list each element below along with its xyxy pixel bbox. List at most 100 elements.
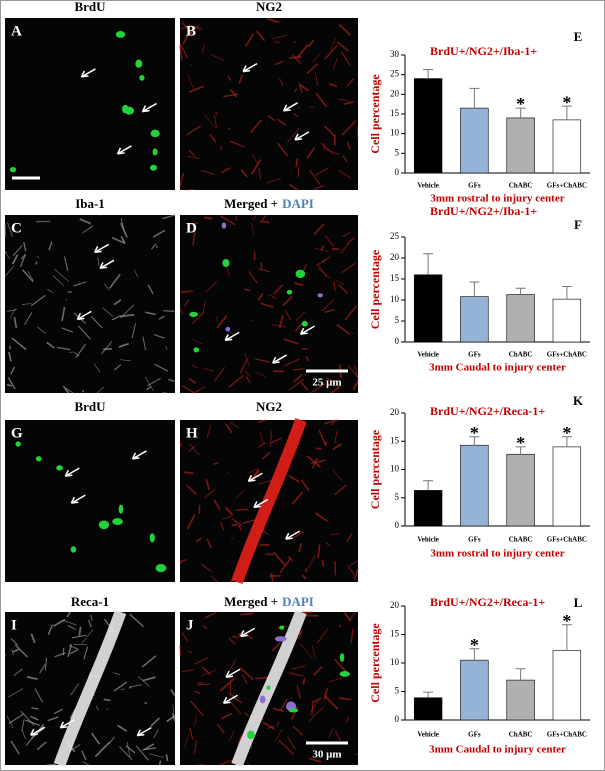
fiber bbox=[25, 719, 40, 726]
fiber bbox=[108, 736, 115, 744]
fiber bbox=[335, 280, 345, 286]
y-tick-label: 30 bbox=[390, 49, 400, 59]
title-part: NG2 bbox=[256, 0, 282, 14]
fiber bbox=[306, 147, 316, 159]
significance: * bbox=[562, 611, 571, 631]
fiber bbox=[250, 159, 262, 175]
fiber bbox=[282, 295, 293, 307]
arrow bbox=[239, 627, 256, 638]
bar bbox=[506, 679, 535, 721]
fiber bbox=[311, 701, 314, 716]
fiber bbox=[293, 531, 304, 539]
fiber bbox=[346, 78, 354, 87]
arrow bbox=[222, 694, 238, 704]
fiber bbox=[135, 745, 150, 761]
bar bbox=[506, 117, 535, 174]
fiber bbox=[21, 269, 34, 283]
fiber bbox=[330, 532, 340, 536]
fiber bbox=[165, 754, 169, 762]
fiber bbox=[305, 355, 310, 362]
y-axis-label: Cell percentage bbox=[368, 74, 382, 154]
y-tick-label: 0 bbox=[395, 520, 400, 530]
fiber bbox=[227, 471, 230, 474]
fiber bbox=[252, 154, 258, 164]
significance: * bbox=[470, 423, 479, 443]
cell bbox=[222, 258, 230, 268]
y-tick-label: 5 bbox=[395, 492, 400, 502]
fiber bbox=[47, 624, 54, 636]
arrow bbox=[64, 467, 80, 477]
fiber bbox=[349, 611, 357, 621]
fiber bbox=[240, 169, 248, 178]
cell bbox=[339, 670, 351, 677]
fiber bbox=[278, 739, 295, 755]
fiber bbox=[192, 232, 196, 246]
fiber bbox=[350, 628, 354, 644]
fiber bbox=[356, 126, 359, 140]
cell bbox=[70, 546, 77, 553]
fiber bbox=[311, 645, 317, 659]
fiber bbox=[78, 626, 82, 636]
fiber bbox=[325, 376, 337, 385]
fiber bbox=[296, 44, 309, 59]
fiber bbox=[187, 221, 191, 225]
fiber bbox=[338, 169, 352, 179]
fiber bbox=[280, 698, 288, 711]
fiber bbox=[306, 63, 319, 75]
y-tick-label: 20 bbox=[390, 600, 400, 610]
fiber bbox=[259, 431, 264, 444]
fiber bbox=[342, 232, 351, 238]
fiber bbox=[274, 729, 283, 743]
fiber bbox=[231, 517, 243, 527]
fiber bbox=[329, 677, 344, 682]
chart-letter: F bbox=[574, 217, 582, 232]
cell bbox=[35, 456, 42, 462]
fiber bbox=[141, 655, 157, 668]
fiber bbox=[330, 37, 337, 51]
fiber bbox=[193, 386, 206, 394]
fiber bbox=[317, 264, 328, 278]
fiber bbox=[201, 44, 206, 55]
fiber bbox=[172, 704, 175, 718]
bar bbox=[552, 650, 582, 721]
fiber bbox=[183, 299, 190, 307]
arrow bbox=[299, 325, 315, 335]
fiber bbox=[258, 167, 262, 180]
cell bbox=[193, 347, 200, 353]
fiber bbox=[320, 245, 325, 251]
fiber bbox=[201, 563, 211, 572]
arrow bbox=[253, 498, 269, 509]
fiber bbox=[10, 638, 19, 646]
fiber bbox=[299, 84, 310, 92]
fiber bbox=[272, 707, 285, 713]
fiber bbox=[286, 128, 300, 143]
fiber bbox=[216, 316, 219, 323]
fiber bbox=[97, 257, 100, 266]
fiber bbox=[88, 619, 92, 628]
fiber bbox=[183, 471, 194, 475]
fiber bbox=[338, 284, 349, 294]
fiber bbox=[340, 51, 351, 66]
fiber bbox=[298, 83, 303, 93]
fiber bbox=[254, 358, 270, 363]
fiber bbox=[301, 574, 307, 580]
fiber bbox=[155, 245, 158, 248]
fiber bbox=[137, 675, 150, 687]
fiber bbox=[162, 214, 175, 220]
fiber bbox=[268, 294, 277, 300]
fiber bbox=[255, 30, 266, 42]
fiber bbox=[313, 697, 322, 703]
fiber bbox=[147, 377, 161, 387]
fiber bbox=[226, 266, 230, 277]
fiber bbox=[179, 441, 182, 448]
fiber bbox=[6, 715, 14, 728]
fiber bbox=[343, 101, 354, 105]
fiber bbox=[338, 697, 352, 701]
chart-title: BrdU+/NG2+/Reca-1+ bbox=[430, 404, 545, 418]
fiber bbox=[240, 612, 254, 616]
fiber bbox=[53, 708, 63, 715]
cell bbox=[225, 326, 231, 332]
texture bbox=[179, 214, 359, 394]
y-tick-label: 15 bbox=[390, 629, 400, 639]
x-tick-label: GFs bbox=[468, 182, 481, 190]
